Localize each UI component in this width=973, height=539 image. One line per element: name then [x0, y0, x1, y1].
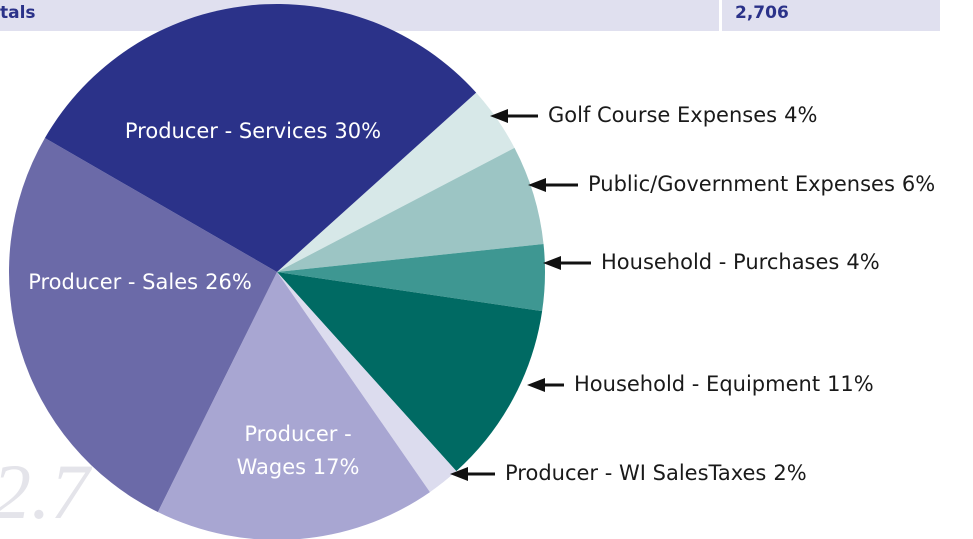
- arrow-head: [527, 378, 545, 392]
- slice-label: Producer - Wages 17%: [237, 422, 360, 479]
- pie-slice: [277, 272, 543, 472]
- value-label: 2%: [773, 461, 806, 485]
- category-label: Household - Purchases: [601, 250, 839, 274]
- category-label: Producer - Sales: [28, 270, 198, 294]
- pie-slice: [277, 147, 544, 272]
- arrow-head: [490, 109, 508, 123]
- pie-slice: [277, 92, 515, 272]
- value-label: 11%: [827, 372, 874, 396]
- slice-label: Producer - Services 30%: [125, 119, 381, 143]
- value-label: 30%: [334, 119, 381, 143]
- value-label: 26%: [205, 270, 252, 294]
- watermark: 2.7: [0, 448, 93, 535]
- category-label: Golf Course Expenses: [548, 103, 777, 127]
- arrow-head: [450, 467, 468, 481]
- pie-slice: [8, 138, 278, 513]
- value-label: 17%: [313, 455, 360, 479]
- slice-label: Producer - WI SalesTaxes 2%: [505, 461, 807, 485]
- arrow-head: [543, 256, 561, 270]
- slice-label: Golf Course Expenses 4%: [548, 103, 817, 127]
- header-band: [722, 0, 940, 31]
- label-line: Wages: [237, 455, 313, 479]
- value-label: 6%: [902, 172, 935, 196]
- category-label: Producer - Services: [125, 119, 328, 143]
- slice-label: Household - Purchases 4%: [601, 250, 880, 274]
- header-value: 2,706: [735, 3, 789, 23]
- category-label: Household - Equipment: [574, 372, 820, 396]
- slice-label: Public/Government Expenses 6%: [588, 172, 935, 196]
- pie-slice: [44, 4, 477, 273]
- value-label: 4%: [784, 103, 817, 127]
- category-label: Public/Government Expenses: [588, 172, 895, 196]
- slice-label: Producer - Sales 26%: [28, 270, 252, 294]
- arrow-head: [528, 178, 546, 192]
- category-label: Producer - WI SalesTaxes: [505, 461, 766, 485]
- pie-slice: [277, 243, 545, 312]
- value-label: 4%: [846, 250, 879, 274]
- label-line: Producer -: [244, 422, 351, 446]
- slice-label: Household - Equipment 11%: [574, 372, 874, 396]
- header-label: tals: [0, 3, 36, 23]
- pie-slice: [277, 272, 457, 493]
- pie-slice: [157, 272, 430, 539]
